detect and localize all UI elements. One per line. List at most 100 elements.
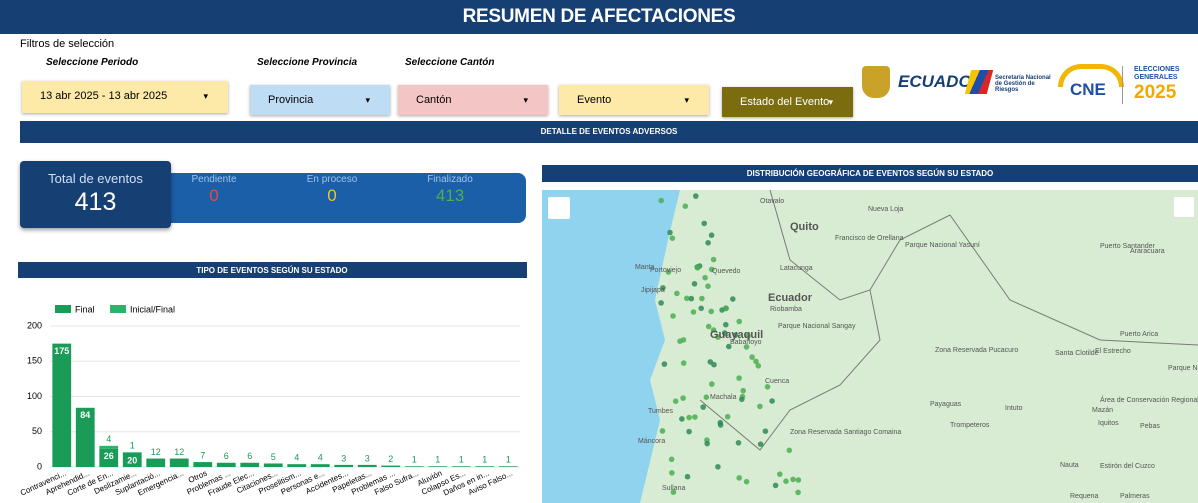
event-dot bbox=[700, 404, 706, 410]
data-label: 1 bbox=[412, 455, 417, 465]
event-dot bbox=[705, 240, 711, 246]
event-dot bbox=[757, 441, 764, 448]
kpi-value: 413 bbox=[74, 188, 117, 216]
data-label: 175 bbox=[54, 346, 69, 356]
bar bbox=[99, 445, 119, 449]
event-dot bbox=[705, 323, 712, 330]
data-label: 1 bbox=[459, 455, 464, 465]
event-dot bbox=[740, 387, 746, 394]
kpi-label: En proceso bbox=[306, 174, 358, 185]
event-dot bbox=[692, 414, 698, 420]
data-label: 4 bbox=[106, 434, 111, 444]
map-title: DISTRIBUCIÓN GEOGRÁFICA DE EVENTOS SEGÚN… bbox=[747, 169, 994, 178]
kpi-label: Total de eventos bbox=[48, 171, 143, 186]
event-dot bbox=[669, 470, 675, 476]
event-dot bbox=[674, 290, 680, 297]
event-dot bbox=[786, 447, 793, 454]
event-dot bbox=[743, 478, 750, 485]
map-label: Jipijapa bbox=[641, 287, 665, 294]
event-dot bbox=[726, 343, 732, 350]
map-fullscreen-button[interactable] bbox=[1174, 197, 1194, 217]
map-label: Ecuador bbox=[768, 292, 813, 304]
map-label: Pebas bbox=[1140, 423, 1160, 430]
event-dot bbox=[743, 344, 750, 350]
map-label: Zona Reservada Santiago Comaina bbox=[790, 429, 901, 436]
border bbox=[699, 289, 881, 451]
kpi-value: 0 bbox=[327, 186, 337, 205]
map-label: Parque Nacional Yaguas bbox=[1168, 365, 1198, 372]
map-label: Zona Reservada Pucacuro bbox=[935, 347, 1018, 354]
data-label: 4 bbox=[294, 453, 299, 463]
event-dot bbox=[665, 269, 672, 275]
dropdown[interactable]: Evento bbox=[559, 85, 709, 115]
bar bbox=[310, 464, 330, 467]
event-dot bbox=[739, 396, 745, 403]
map-label: Trompeteros bbox=[950, 422, 990, 429]
event-dot bbox=[704, 440, 710, 447]
event-dot bbox=[753, 358, 759, 365]
border bbox=[769, 189, 1198, 346]
event-dot bbox=[705, 283, 711, 290]
map-label: Estirón del Cuzco bbox=[1100, 463, 1155, 470]
event-dot bbox=[658, 197, 664, 204]
bar bbox=[75, 407, 95, 467]
event-dot bbox=[795, 489, 801, 496]
chart-title: TIPO DE EVENTOS SEGÚN SU ESTADO bbox=[196, 266, 347, 275]
dropdown[interactable]: Estado del Evento bbox=[722, 87, 853, 117]
filter-label: Seleccione Provincia bbox=[257, 57, 358, 68]
map-label: Latacunga bbox=[780, 265, 813, 272]
logo-sngr: Secretaría Nacional de Gestión de Riesgo… bbox=[995, 75, 1051, 93]
logo-year: 2025 bbox=[1134, 82, 1177, 103]
map-label: Portoviejo bbox=[650, 267, 681, 274]
map-locate-button[interactable] bbox=[548, 197, 570, 219]
divider bbox=[1122, 66, 1123, 104]
data-label: 1 bbox=[435, 455, 440, 465]
map-label: Otavalo bbox=[760, 198, 784, 205]
header-title: RESUMEN DE AFECTACIONES bbox=[0, 0, 1198, 34]
event-dot bbox=[661, 361, 668, 367]
event-dot bbox=[684, 295, 690, 302]
map-label: Machala bbox=[710, 394, 737, 401]
kpi-item: En proceso 0 bbox=[272, 174, 392, 206]
event-dot bbox=[711, 361, 717, 368]
event-dot bbox=[669, 235, 676, 241]
map-label: Payaguas bbox=[930, 401, 962, 408]
map-label: Área de Conservación Regional Ampiyacu bbox=[1100, 395, 1198, 404]
map-title-bar bbox=[542, 165, 1198, 182]
event-dot bbox=[682, 203, 689, 209]
event-dot bbox=[686, 428, 692, 435]
dropdown[interactable]: 13 abr 2025 - 13 abr 2025 bbox=[22, 81, 228, 113]
data-label: 1 bbox=[130, 441, 135, 451]
dropdown[interactable]: Cantón bbox=[398, 85, 548, 115]
legend-swatch bbox=[55, 305, 71, 313]
event-dot bbox=[688, 295, 695, 302]
data-label: 2 bbox=[388, 454, 393, 464]
event-dot bbox=[668, 456, 675, 463]
event-dot bbox=[730, 296, 736, 302]
event-dot bbox=[679, 416, 685, 422]
bar bbox=[475, 466, 495, 467]
event-dot bbox=[717, 422, 724, 428]
y-tick-label: 50 bbox=[32, 426, 42, 436]
bar bbox=[193, 462, 213, 467]
event-dot bbox=[693, 193, 699, 199]
event-dot bbox=[757, 403, 763, 410]
map-label: Francisco de Orellana bbox=[835, 235, 904, 242]
filter-label: Seleccione Cantón bbox=[405, 57, 495, 68]
data-label: 84 bbox=[80, 410, 90, 420]
map[interactable]: Otavalo Nueva Loja Quito Francisco de Orell… bbox=[542, 189, 1198, 503]
map-label: Mazán bbox=[1092, 407, 1113, 414]
map-label: Manta bbox=[635, 264, 655, 271]
event-dot bbox=[680, 395, 686, 401]
bar bbox=[381, 465, 401, 467]
event-dot bbox=[769, 398, 775, 404]
coat-of-arms bbox=[862, 66, 890, 98]
data-label: 12 bbox=[151, 447, 161, 457]
map-label: Riobamba bbox=[770, 306, 802, 313]
data-label: 12 bbox=[174, 447, 184, 457]
dropdown[interactable]: Provincia bbox=[250, 85, 390, 115]
filter-label: Seleccione Periodo bbox=[46, 57, 139, 68]
bar bbox=[240, 462, 260, 467]
